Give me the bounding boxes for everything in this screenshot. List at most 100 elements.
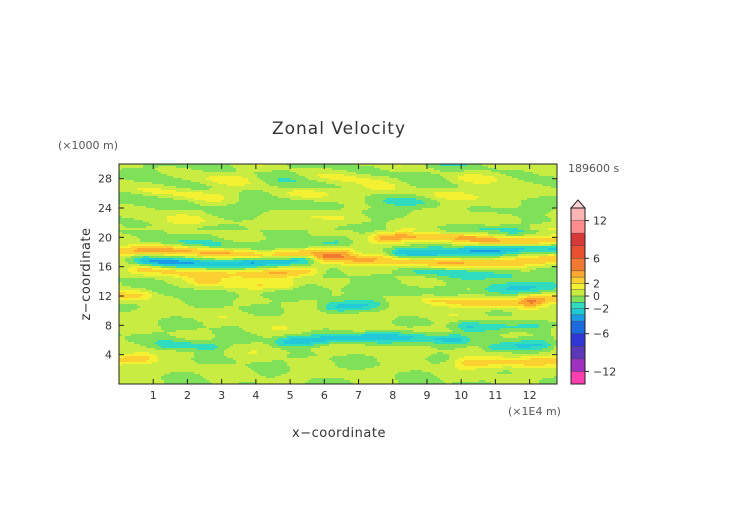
heatmap-cell <box>269 192 273 195</box>
heatmap-cell <box>392 178 396 181</box>
heatmap-cell <box>461 174 465 177</box>
heatmap-cell <box>377 186 381 189</box>
heatmap-cell <box>548 182 552 185</box>
heatmap-cell <box>329 172 333 175</box>
heatmap-cell <box>368 186 372 189</box>
heatmap-cell <box>233 178 237 181</box>
heatmap-cell <box>494 182 498 185</box>
heatmap-cell <box>344 172 348 175</box>
heatmap-cell <box>368 192 372 195</box>
heatmap-cell <box>392 180 396 183</box>
heatmap-cell <box>365 172 369 175</box>
heatmap-cell <box>491 194 495 197</box>
heatmap-cell <box>167 174 171 177</box>
heatmap-cell <box>503 172 507 175</box>
heatmap-cell <box>419 186 423 189</box>
heatmap-cell <box>266 192 270 195</box>
heatmap-cell <box>272 188 276 191</box>
heatmap-cell <box>353 172 357 175</box>
heatmap-cell <box>260 166 264 169</box>
heatmap-cell <box>506 184 510 187</box>
heatmap-cell <box>182 184 186 187</box>
heatmap-cell <box>377 170 381 173</box>
heatmap-cell <box>377 174 381 177</box>
heatmap-cell <box>326 186 330 189</box>
heatmap-cell <box>314 172 318 175</box>
heatmap-cell <box>377 180 381 183</box>
heatmap-cell <box>476 198 480 201</box>
heatmap-cell <box>494 168 498 171</box>
heatmap-cell <box>242 176 246 179</box>
heatmap-cell <box>302 194 306 197</box>
heatmap-cell <box>545 184 549 187</box>
heatmap-cell <box>398 184 402 187</box>
heatmap-cell <box>149 172 153 175</box>
heatmap-cell <box>230 190 234 193</box>
heatmap-cell <box>311 172 315 175</box>
heatmap-cell <box>464 172 468 175</box>
heatmap-cell <box>485 184 489 187</box>
heatmap-cell <box>224 170 228 173</box>
heatmap-cell <box>161 174 165 177</box>
heatmap-cell <box>521 196 525 199</box>
heatmap-cell <box>434 168 438 171</box>
heatmap-cell <box>455 192 459 195</box>
heatmap-cell <box>179 178 183 181</box>
heatmap-cell <box>224 182 228 185</box>
heatmap-cell <box>182 168 186 171</box>
heatmap-cell <box>230 182 234 185</box>
heatmap-cell <box>323 170 327 173</box>
heatmap-cell <box>287 172 291 175</box>
heatmap-cell <box>191 184 195 187</box>
heatmap-cell <box>392 174 396 177</box>
heatmap-cell <box>143 190 147 193</box>
heatmap-cell <box>446 184 450 187</box>
heatmap-cell <box>164 172 168 175</box>
heatmap-cell <box>506 174 510 177</box>
heatmap-cell <box>296 166 300 169</box>
heatmap-cell <box>155 186 159 189</box>
heatmap-cell <box>197 164 201 167</box>
heatmap-cell <box>458 182 462 185</box>
heatmap-cell <box>227 194 231 197</box>
heatmap-cell <box>362 178 366 181</box>
heatmap-cell <box>155 164 159 167</box>
heatmap-cell <box>152 188 156 191</box>
heatmap-cell <box>161 196 165 199</box>
heatmap-cell <box>374 184 378 187</box>
heatmap-cell <box>356 172 360 175</box>
heatmap-cell <box>284 192 288 195</box>
heatmap-cell <box>479 170 483 173</box>
heatmap-cell <box>428 190 432 193</box>
heatmap-cell <box>461 170 465 173</box>
heatmap-cell <box>236 166 240 169</box>
heatmap-plot-area <box>119 164 558 385</box>
heatmap-cell <box>338 186 342 189</box>
heatmap-cell <box>302 192 306 195</box>
heatmap-cell <box>413 188 417 191</box>
heatmap-cell <box>506 192 510 195</box>
heatmap-cell <box>437 176 441 179</box>
heatmap-cell <box>473 166 477 169</box>
heatmap-cell <box>215 188 219 191</box>
heatmap-cell <box>158 166 162 169</box>
heatmap-cell <box>329 188 333 191</box>
heatmap-cell <box>188 180 192 183</box>
heatmap-cell <box>404 192 408 195</box>
heatmap-cell <box>260 194 264 197</box>
heatmap-cell <box>272 178 276 181</box>
heatmap-cell <box>527 182 531 185</box>
heatmap-cell <box>431 196 435 199</box>
heatmap-cell <box>530 192 534 195</box>
heatmap-cell <box>455 174 459 177</box>
heatmap-cell <box>365 186 369 189</box>
heatmap-cell <box>386 186 390 189</box>
heatmap-cell <box>521 184 525 187</box>
heatmap-cell <box>278 172 282 175</box>
heatmap-cell <box>221 174 225 177</box>
heatmap-cell <box>386 172 390 175</box>
heatmap-cell <box>485 166 489 169</box>
heatmap-cell <box>341 190 345 193</box>
heatmap-cell <box>191 194 195 197</box>
heatmap-cell <box>473 188 477 191</box>
